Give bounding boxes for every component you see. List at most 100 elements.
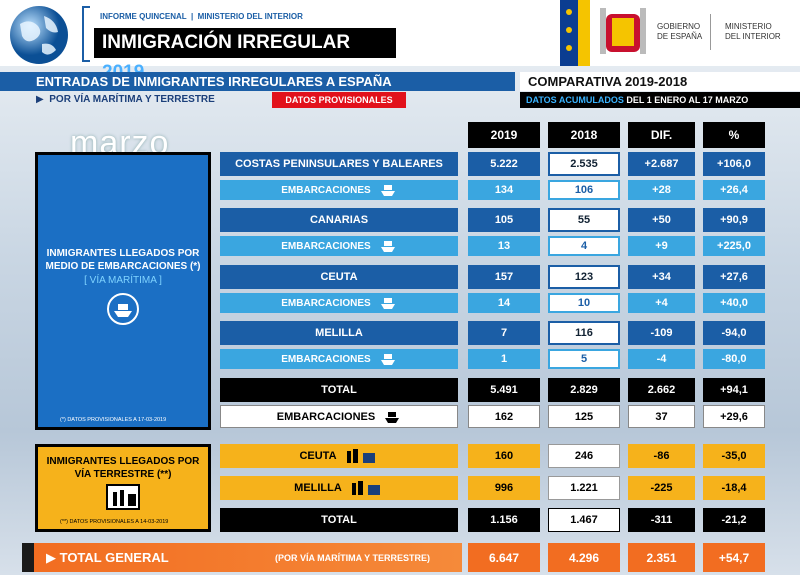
land-heading: INMIGRANTES LLEGADOS POR VÍA TERRESTRE (… — [46, 456, 200, 480]
maritime-route: [ VÍA MARÍTIMA ] — [84, 275, 162, 286]
value-cell: 10 — [548, 293, 620, 313]
row-label-text: MELILLA — [294, 482, 342, 494]
row-label-text: EMBARCACIONES — [281, 184, 371, 196]
ministry: MINISTERIO DEL INTERIOR — [197, 12, 303, 21]
period: DEL 1 ENERO AL 17 MARZO — [626, 95, 749, 105]
value-cell: 5.491 — [468, 378, 540, 402]
value-cell: 7 — [468, 321, 540, 345]
footer-label-text: TOTAL GENERAL — [59, 550, 169, 565]
footer-label: ▶ TOTAL GENERAL — [46, 549, 169, 566]
value-cell: +90,9 — [703, 208, 765, 232]
row-label-text: CEUTA — [299, 450, 337, 462]
gov-line: DE ESPAÑA — [657, 32, 703, 41]
row-label: EMBARCACIONES — [220, 349, 458, 369]
value-cell: -21,2 — [703, 508, 765, 532]
ministry-line: MINISTERIO — [725, 22, 772, 31]
boat-icon — [380, 298, 395, 309]
row-label: EMBARCACIONES — [220, 293, 458, 313]
value-cell: +106,0 — [703, 152, 765, 176]
row-label: CEUTA — [220, 444, 458, 468]
border-icon — [351, 481, 380, 495]
value-cell: 37 — [628, 405, 695, 428]
gov-line: GOBIERNO — [657, 22, 701, 31]
row-label-text: MELILLA — [315, 327, 363, 339]
value-cell: 1.467 — [548, 508, 620, 532]
value-cell: +29,6 — [703, 405, 765, 428]
globe-logo — [10, 6, 68, 64]
value-cell: 157 — [468, 265, 540, 289]
row-label: EMBARCACIONES — [220, 405, 458, 428]
row-label: EMBARCACIONES — [220, 180, 458, 200]
row-label: EMBARCACIONES — [220, 236, 458, 256]
land-note: (**) DATOS PROVISIONALES A 14-03-2019 — [60, 519, 169, 525]
footer-value: +54,7 — [703, 543, 765, 572]
value-cell: -80,0 — [703, 349, 765, 369]
value-cell: 2.829 — [548, 378, 620, 402]
row-label-text: EMBARCACIONES — [276, 410, 376, 423]
row-label-text: TOTAL — [321, 384, 357, 396]
value-cell: +2.687 — [628, 152, 695, 176]
value-cell: 4 — [548, 236, 620, 256]
row-label-text: COSTAS PENINSULARES Y BALEARES — [235, 158, 443, 170]
value-cell: -4 — [628, 349, 695, 369]
column-header: 2019 — [468, 122, 540, 148]
value-cell: 1.221 — [548, 476, 620, 500]
value-cell: 1 — [468, 349, 540, 369]
main-title: INMIGRACIÓN IRREGULAR 2019 — [94, 28, 396, 83]
value-cell: +225,0 — [703, 236, 765, 256]
value-cell: -311 — [628, 508, 695, 532]
value-cell: 1.156 — [468, 508, 540, 532]
value-cell: -109 — [628, 321, 695, 345]
banner-title: ENTRADAS DE INMIGRANTES IRREGULARES A ES… — [0, 72, 515, 91]
maritime-box: INMIGRANTES LLEGADOS POR MEDIO DE EMBARC… — [35, 152, 211, 430]
value-cell: +26,4 — [703, 180, 765, 200]
boat-icon — [380, 354, 395, 365]
divider — [710, 14, 711, 50]
row-label-text: EMBARCACIONES — [281, 297, 371, 309]
report-line: INFORME QUINCENAL | MINISTERIO DEL INTER… — [100, 12, 303, 21]
land-box: INMIGRANTES LLEGADOS POR VÍA TERRESTRE (… — [35, 444, 211, 532]
value-cell: +34 — [628, 265, 695, 289]
gov-emblem — [560, 0, 646, 66]
row-label: COSTAS PENINSULARES Y BALEARES — [220, 152, 458, 176]
boat-icon — [107, 293, 139, 325]
row-label-text: CEUTA — [320, 271, 358, 283]
value-cell: -18,4 — [703, 476, 765, 500]
value-cell: +50 — [628, 208, 695, 232]
maritime-heading: INMIGRANTES LLEGADOS POR MEDIO DE EMBARC… — [45, 248, 201, 272]
value-cell: +4 — [628, 293, 695, 313]
row-label-text: EMBARCACIONES — [281, 353, 371, 365]
gov-text: GOBIERNO DE ESPAÑA — [657, 22, 702, 42]
column-header: % — [703, 122, 765, 148]
accumulated: DATOS ACUMULADOS — [526, 95, 624, 105]
column-header: 2018 — [548, 122, 620, 148]
value-cell: +9 — [628, 236, 695, 256]
row-label: TOTAL — [220, 378, 458, 402]
value-cell: +28 — [628, 180, 695, 200]
ministry-line: DEL INTERIOR — [725, 32, 781, 41]
subtitle-text: POR VÍA MARÍTIMA Y TERRESTRE — [49, 94, 215, 105]
provisional-badge: DATOS PROVISIONALES — [272, 92, 406, 108]
row-label: CEUTA — [220, 265, 458, 289]
boat-icon — [385, 411, 400, 423]
report: INFORME QUINCENAL — [100, 12, 187, 21]
value-cell: 14 — [468, 293, 540, 313]
value-cell: 106 — [548, 180, 620, 200]
value-cell: 13 — [468, 236, 540, 256]
boat-icon — [380, 185, 395, 196]
row-label-text: EMBARCACIONES — [281, 240, 371, 252]
row-label-text: CANARIAS — [309, 214, 369, 226]
value-cell: -86 — [628, 444, 695, 468]
value-cell: 2.662 — [628, 378, 695, 402]
title: INMIGRACIÓN IRREGULAR — [102, 32, 351, 53]
value-cell: 162 — [468, 405, 540, 428]
period-bar: DATOS ACUMULADOS DEL 1 ENERO AL 17 MARZO — [520, 92, 800, 108]
value-cell: 134 — [468, 180, 540, 200]
subtitle: ▶ POR VÍA MARÍTIMA Y TERRESTRE — [36, 94, 215, 105]
value-cell: +40,0 — [703, 293, 765, 313]
row-label: TOTAL — [220, 508, 458, 532]
footer-value: 2.351 — [628, 543, 695, 572]
maritime-note: (*) DATOS PROVISIONALES A 17-03-2019 — [60, 417, 167, 423]
value-cell: 996 — [468, 476, 540, 500]
